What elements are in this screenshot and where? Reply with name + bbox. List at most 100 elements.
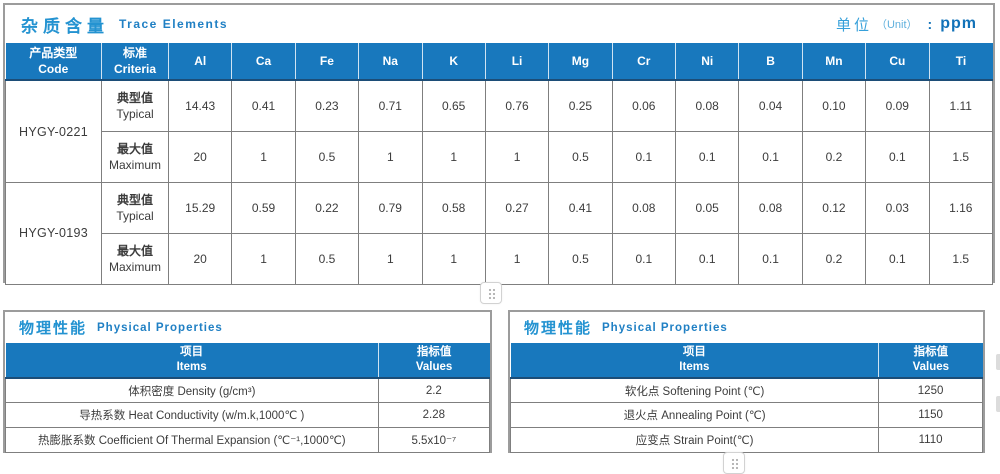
section-drag-handle[interactable] (480, 282, 502, 304)
col-header-element-ti: Ti (929, 43, 993, 82)
col-header-element-na: Na (358, 43, 423, 82)
value-cell: 20 (167, 130, 233, 183)
table-row: 体积密度 Density (g/cm³) 2.2 (5, 377, 491, 404)
value-cell: 0.06 (611, 79, 677, 132)
physical-right-header-row: 项目 Items 指标值 Values (510, 343, 983, 379)
value-cell: 0.10 (801, 79, 867, 132)
col-criteria-en: Criteria (113, 62, 157, 77)
section-drag-handle[interactable] (723, 452, 745, 474)
col-header-code: 产品类型 Code (5, 43, 102, 82)
criteria-en: Maximum (108, 259, 161, 274)
value-cell: 1.5 (928, 130, 993, 183)
values-zh: 指标值 (416, 346, 452, 358)
physical-left-title-band: 物理性能 Physical Properties (5, 312, 490, 343)
value-cell: 0.41 (231, 79, 296, 132)
value-cell: 0.08 (738, 181, 803, 234)
unit-label-en: （Unit） (875, 19, 918, 31)
items-zh: 项目 (180, 346, 204, 358)
criteria-zh: 典型值 (116, 90, 153, 105)
product-code: HYGY-0193 (5, 181, 102, 285)
value-cell: 1.11 (928, 79, 993, 132)
table-row: 最大值 Maximum 20 1 0.5 1 1 1 0.5 0.1 0.1 0… (6, 232, 993, 285)
value-cell: 0.1 (611, 130, 677, 183)
value-cell: 1.5 (928, 232, 993, 285)
right-edge-handle (996, 354, 1000, 370)
property-value: 1250 (878, 377, 983, 404)
value-cell: 0.65 (421, 79, 486, 132)
value-cell: 0.22 (294, 181, 360, 234)
physical-left-header-row: 项目 Items 指标值 Values (5, 343, 490, 379)
criteria-label: 最大值 Maximum (101, 130, 169, 183)
grid-dots-icon (730, 457, 738, 469)
physical-properties-left-panel: 物理性能 Physical Properties 项目 Items 指标值 Va… (3, 310, 492, 454)
property-value: 1150 (878, 402, 983, 429)
values-zh: 指标值 (913, 346, 949, 358)
value-cell: 20 (167, 232, 233, 285)
unit-colon: : (927, 16, 933, 32)
value-cell: 1 (231, 232, 296, 285)
value-cell: 0.25 (548, 79, 613, 132)
col-header-values: 指标值 Values (378, 343, 490, 379)
physical-right-title-band: 物理性能 Physical Properties (510, 312, 983, 343)
criteria-label: 典型值 Typical (101, 79, 169, 132)
col-code-en: Code (38, 62, 69, 77)
col-header-items: 项目 Items (510, 343, 880, 379)
unit-value: ppm (940, 15, 977, 32)
value-cell: 0.03 (865, 181, 930, 234)
table-row: 导热系数 Heat Conductivity (w/m.k,1000℃ ) 2.… (5, 402, 491, 429)
value-cell: 0.08 (674, 79, 740, 132)
table-row: HYGY-0193 典型值 Typical 15.29 0.59 0.22 0.… (5, 181, 993, 285)
col-criteria-zh: 标准 (122, 46, 147, 60)
property-item: 退火点 Annealing Point (℃) (509, 402, 880, 429)
table-row: 软化点 Softening Point (℃) 1250 (509, 377, 983, 404)
value-cell: 1 (484, 232, 550, 285)
value-cell: 0.23 (294, 79, 360, 132)
trace-elements-panel: 杂质含量 Trace Elements 单位 （Unit） : ppm 产品类型… (3, 3, 995, 285)
value-cell: 1 (358, 130, 423, 183)
col-header-element-cu: Cu (865, 43, 930, 82)
value-cell: 0.79 (358, 181, 423, 234)
physical-right-title-zh: 物理性能 (524, 320, 593, 337)
values-en: Values (912, 360, 950, 373)
criteria-en: Maximum (108, 157, 161, 172)
col-header-element-ni: Ni (675, 43, 740, 82)
trace-elements-table: 产品类型 Code 标准 Criteria Al Ca Fe Na K Li M… (5, 43, 993, 285)
value-cell: 1.16 (928, 181, 993, 234)
trace-elements-title-en: Trace Elements (119, 17, 229, 31)
value-cell: 14.43 (167, 79, 233, 132)
value-cell: 0.5 (294, 232, 360, 285)
criteria-zh: 典型值 (116, 192, 153, 207)
value-cell: 1 (231, 130, 296, 183)
value-cell: 0.12 (801, 181, 867, 234)
value-cell: 0.09 (865, 79, 930, 132)
col-header-element-al: Al (168, 43, 233, 82)
physical-right-title-en: Physical Properties (602, 321, 728, 334)
property-value: 1110 (878, 427, 983, 454)
col-header-element-ca: Ca (231, 43, 296, 82)
value-cell: 1 (421, 130, 486, 183)
items-zh: 项目 (682, 346, 706, 358)
value-cell: 1 (358, 232, 423, 285)
value-cell: 0.04 (738, 79, 803, 132)
value-cell: 0.2 (801, 232, 867, 285)
value-cell: 1 (484, 130, 550, 183)
physical-left-title-en: Physical Properties (97, 321, 223, 334)
table-row: 最大值 Maximum 20 1 0.5 1 1 1 0.5 0.1 0.1 0… (6, 130, 993, 183)
value-cell: 0.08 (611, 181, 677, 234)
property-item: 应变点 Strain Point(℃) (509, 427, 880, 454)
table-row: 退火点 Annealing Point (℃) 1150 (509, 402, 983, 429)
value-cell: 0.59 (231, 181, 296, 234)
property-value: 2.28 (377, 402, 491, 429)
value-cell: 0.1 (865, 232, 930, 285)
criteria-label: 最大值 Maximum (101, 232, 169, 285)
trace-elements-title-zh: 杂质含量 (21, 16, 109, 36)
table-row: 应变点 Strain Point(℃) 1110 (509, 427, 983, 454)
property-value: 5.5x10⁻⁷ (377, 427, 491, 454)
criteria-zh: 最大值 (116, 141, 153, 156)
physical-properties-right-panel: 物理性能 Physical Properties 项目 Items 指标值 Va… (508, 310, 985, 454)
value-cell: 0.1 (738, 130, 803, 183)
value-cell: 0.1 (674, 232, 740, 285)
col-header-element-mn: Mn (802, 43, 867, 82)
col-header-element-fe: Fe (295, 43, 360, 82)
property-item: 导热系数 Heat Conductivity (w/m.k,1000℃ ) (5, 402, 379, 429)
